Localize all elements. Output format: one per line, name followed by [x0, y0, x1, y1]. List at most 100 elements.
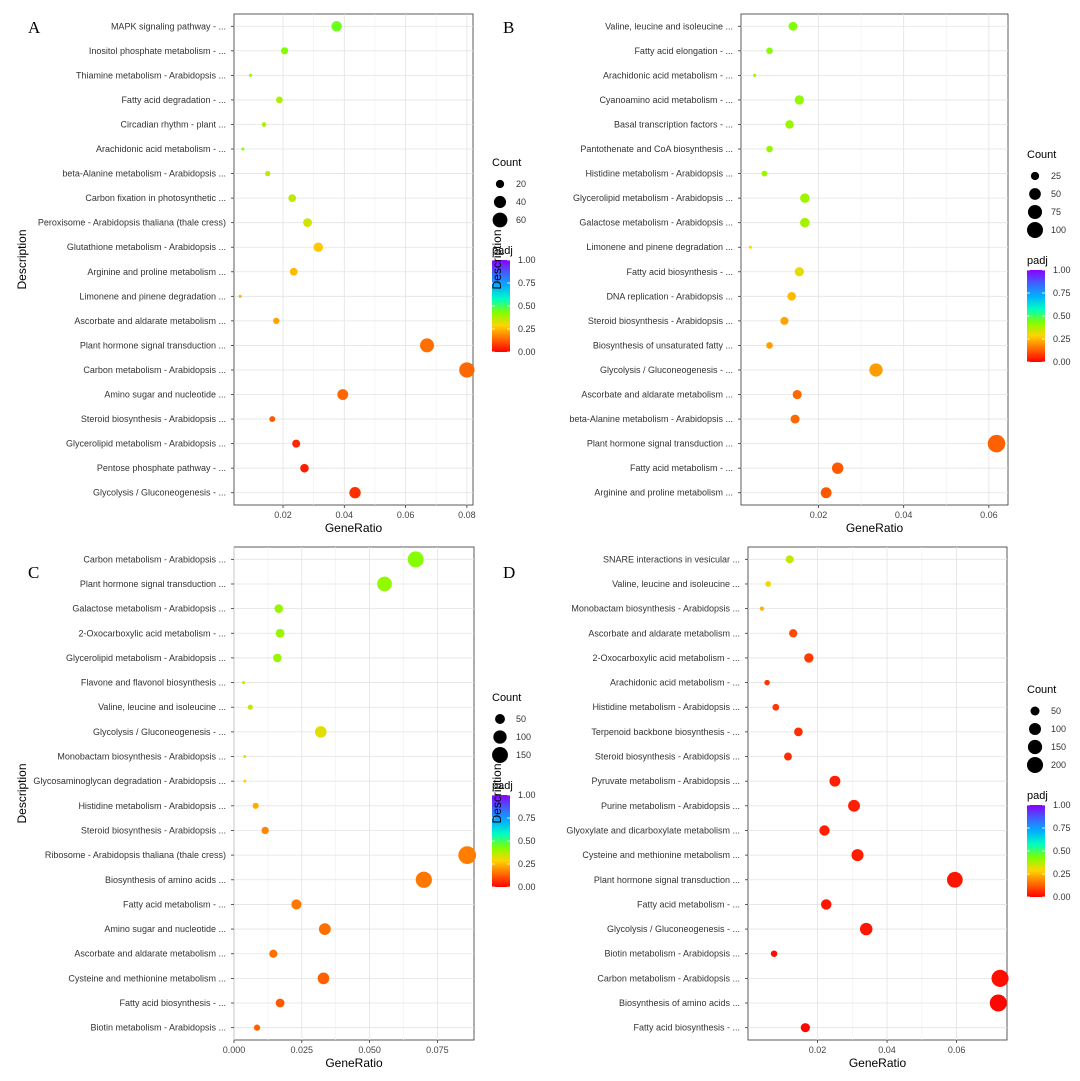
- category-label: Steroid biosynthesis - Arabidopsis ...: [81, 825, 226, 835]
- panel-letter: A: [28, 18, 41, 37]
- count-legend-title: Count: [1027, 684, 1056, 696]
- padj-legend-label: 1.00: [518, 790, 536, 800]
- x-tick-label: 0.04: [895, 510, 913, 520]
- padj-legend-label: 0.25: [518, 324, 536, 334]
- data-point: [288, 194, 297, 202]
- category-label: Galactose metabolism - Arabidopsis ...: [72, 604, 226, 614]
- data-point: [787, 292, 796, 301]
- count-legend-dot: [492, 212, 508, 228]
- category-label: Steroid biosynthesis - Arabidopsis ...: [588, 316, 733, 326]
- category-label: beta-Alanine metabolism - Arabidopsis ..…: [62, 169, 226, 179]
- legend: Count 20 40 60 padj 1.00 0.75 0.50 0.25 0.00: [492, 157, 536, 357]
- data-point: [252, 802, 259, 809]
- panel-c: C Carbon metabolism - Arabidopsis ... Plan…: [15, 546, 536, 1070]
- panel-a: A MAPK signaling pathway - ... Inositol ph…: [15, 13, 536, 535]
- count-legend-dot: [1026, 756, 1044, 774]
- category-label: Basal transcription factors - ...: [614, 119, 733, 129]
- data-point: [247, 704, 253, 710]
- plot-area: [233, 546, 475, 1041]
- count-legend-dot: [1027, 204, 1043, 220]
- category-label: Biotin metabolism - Arabidopsis ...: [90, 1023, 226, 1033]
- data-point: [946, 871, 963, 888]
- category-label: Inositol phosphate metabolism - ...: [89, 46, 226, 56]
- x-tick-label: 0.000: [223, 1045, 246, 1055]
- gridlines: [741, 14, 1008, 505]
- category-label: Glycosaminoglycan degradation - Arabidop…: [33, 776, 226, 786]
- gridlines: [234, 14, 473, 505]
- count-legend-dot: [1027, 739, 1043, 755]
- data-point: [300, 463, 309, 473]
- data-point: [289, 267, 298, 276]
- data-point: [407, 551, 424, 568]
- data-point: [804, 653, 814, 663]
- category-label: Galactose metabolism - Arabidopsis ...: [579, 218, 733, 228]
- category-label: Ascorbate and aldarate metabolism ...: [74, 316, 226, 326]
- count-legend-label: 50: [516, 714, 526, 724]
- x-axis-title: GeneRatio: [846, 521, 904, 535]
- x-tick-label: 0.02: [810, 510, 828, 520]
- data-point: [275, 96, 283, 104]
- x-tick-label: 0.06: [980, 510, 998, 520]
- category-label: Carbon metabolism - Arabidopsis ...: [83, 554, 226, 564]
- x-tick-label: 0.02: [274, 510, 292, 520]
- plot-area: [233, 13, 474, 506]
- category-label: SNARE interactions in vesicular ...: [603, 554, 740, 564]
- data-point: [261, 826, 269, 835]
- category-label: Fatty acid metabolism - ...: [123, 899, 226, 909]
- data-point: [253, 1024, 261, 1031]
- data-point: [851, 849, 864, 862]
- x-tick-label: 0.04: [878, 1045, 896, 1055]
- category-label: Cysteine and methionine metabolism ...: [582, 850, 740, 860]
- panel-d: D SNARE interactions in vesicular ... Vali…: [490, 546, 1071, 1070]
- count-legend-label: 50: [1051, 189, 1061, 199]
- data-point: [241, 147, 245, 151]
- data-point: [313, 242, 324, 252]
- padj-legend-label: 0.00: [1053, 892, 1071, 902]
- data-point: [989, 994, 1007, 1012]
- data-point: [748, 245, 752, 249]
- category-label: Pantothenate and CoA biosynthesis ...: [580, 144, 733, 154]
- category-label: Plant hormone signal transduction ...: [80, 579, 226, 589]
- data-point: [292, 439, 301, 448]
- padj-colorbar: [1027, 270, 1045, 362]
- x-axis-title: GeneRatio: [325, 521, 383, 535]
- category-label: Arachidonic acid metabolism - ...: [603, 70, 733, 80]
- category-label: Valine, leucine and isoleucine ...: [605, 21, 733, 31]
- data-point: [243, 755, 247, 759]
- plot-area: [747, 546, 1008, 1041]
- padj-legend-label: 0.50: [518, 301, 536, 311]
- category-label: Valine, leucine and isoleucine ...: [612, 579, 740, 589]
- category-label: Steroid biosynthesis - Arabidopsis ...: [81, 414, 226, 424]
- data-point: [789, 629, 798, 638]
- count-legend-dot: [493, 195, 507, 209]
- data-point: [785, 120, 794, 129]
- padj-legend-label: 0.25: [1053, 334, 1071, 344]
- category-label: Glycerolipid metabolism - Arabidopsis ..…: [573, 193, 733, 203]
- data-point: [243, 779, 247, 783]
- padj-legend-label: 0.00: [1053, 357, 1071, 367]
- data-point: [800, 217, 810, 228]
- count-legend-title: Count: [492, 692, 521, 704]
- category-label: DNA replication - Arabidopsis ...: [606, 291, 733, 301]
- count-legend-label: 50: [1051, 706, 1061, 716]
- data-point: [317, 972, 330, 985]
- data-point: [848, 799, 860, 812]
- category-label: Histidine metabolism - Arabidopsis ...: [585, 169, 733, 179]
- data-point: [377, 576, 392, 592]
- padj-legend-label: 1.00: [1053, 265, 1071, 275]
- category-label: Glycerolipid metabolism - Arabidopsis ..…: [66, 439, 226, 449]
- y-axis-title: Description: [490, 229, 504, 289]
- data-point: [314, 726, 327, 738]
- category-label: Ascorbate and aldarate metabolism ...: [74, 949, 226, 959]
- category-label: Amino sugar and nucleotide ...: [104, 924, 226, 934]
- category-label: Pentose phosphate pathway - ...: [97, 463, 226, 473]
- count-legend-label: 150: [516, 750, 531, 760]
- data-point: [759, 606, 765, 611]
- category-label: Ascorbate and aldarate metabolism ...: [581, 390, 733, 400]
- category-label: Fatty acid biosynthesis - ...: [626, 267, 733, 277]
- data-point: [869, 363, 883, 377]
- data-points: [238, 21, 475, 499]
- category-label: Glycerolipid metabolism - Arabidopsis ..…: [66, 653, 226, 663]
- category-label: Pyruvate metabolism - Arabidopsis ...: [591, 776, 740, 786]
- data-point: [820, 487, 832, 499]
